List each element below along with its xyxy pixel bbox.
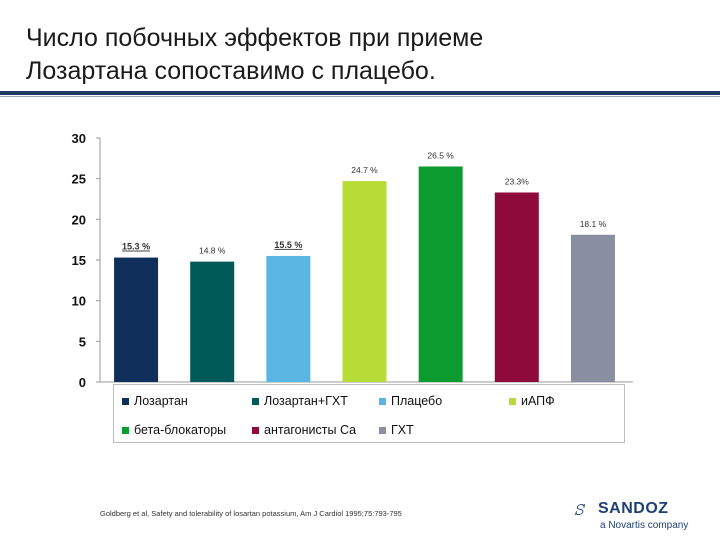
bar-5	[418, 166, 463, 382]
bar-2	[190, 261, 235, 382]
y-tick-label: 20	[72, 212, 86, 227]
legend-item: Лозартан+ГХТ	[252, 394, 348, 408]
legend-swatch	[379, 426, 386, 434]
legend-swatch	[252, 426, 259, 434]
legend-label: ГХТ	[391, 423, 414, 437]
legend-label: бета-блокаторы	[134, 423, 227, 437]
legend-item: антагонисты Са	[252, 423, 356, 437]
y-tick-label: 10	[72, 294, 86, 309]
chart-legend: Лозартан Лозартан+ГХТ Плацебо иАПФ бета-блок…	[113, 384, 625, 443]
legend-swatch	[122, 426, 129, 434]
bar-1	[114, 257, 159, 382]
bar-6	[494, 192, 539, 382]
legend-label: антагонисты Са	[264, 423, 357, 437]
legend-swatch	[122, 397, 129, 405]
legend-label: Лозартан+ГХТ	[264, 394, 348, 408]
y-tick-label: 5	[79, 334, 86, 349]
title-divider	[0, 91, 720, 95]
sandoz-logo: ꕶ SANDOZ a Novartis company	[574, 498, 694, 534]
citation-text: Goldberg et al, Safety and tolerability …	[100, 509, 402, 518]
y-tick-label: 15	[72, 253, 86, 268]
legend-item: Плацебо	[379, 394, 442, 408]
legend-item: ГХТ	[379, 423, 414, 437]
slide-title-line-1: Число побочных эффектов при приеме	[26, 24, 484, 52]
brand-subtitle: a Novartis company	[600, 520, 689, 531]
y-tick-label: 25	[72, 172, 86, 187]
legend-item: бета-блокаторы	[122, 423, 226, 437]
bar-value-label: 15.3 %	[122, 242, 150, 252]
y-tick-label: 30	[72, 131, 86, 146]
legend-swatch	[252, 397, 259, 405]
bar-value-label: 15.5 %	[274, 240, 302, 250]
title-divider-thin	[0, 96, 720, 97]
legend-swatch	[509, 397, 516, 405]
legend-label: иАПФ	[521, 394, 555, 408]
slide-title: Число побочных эффектов при приеме Лозар…	[26, 22, 686, 88]
bar-value-label: 23.3%	[505, 176, 530, 186]
brand-name: SANDOZ	[598, 500, 669, 517]
bar-value-label: 18.1 %	[580, 219, 607, 229]
legend-swatch	[379, 397, 386, 405]
bar-7	[570, 234, 615, 382]
slide-title-line-2: Лозартана сопоставимо с плацебо.	[26, 57, 436, 85]
bar-4	[342, 181, 387, 382]
legend-item: иАПФ	[509, 394, 555, 408]
bar-value-label: 14.8 %	[199, 246, 226, 256]
bar-value-label: 26.5 %	[427, 150, 454, 160]
bar-3	[266, 255, 311, 382]
y-tick-label: 0	[79, 375, 86, 390]
legend-label: Лозартан	[134, 394, 188, 408]
legend-label: Плацебо	[391, 394, 443, 408]
legend-item: Лозартан	[122, 394, 188, 408]
bar-value-label: 24.7 %	[351, 165, 378, 175]
sandoz-mark-icon: ꕶ	[574, 501, 584, 519]
